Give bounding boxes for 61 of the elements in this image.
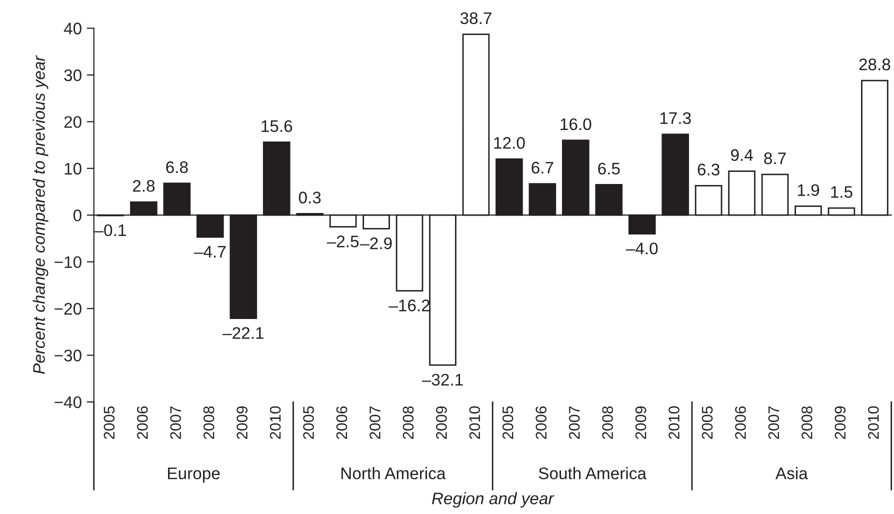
x-tick-label: 2010 [469, 406, 480, 439]
x-tick-label: 2008 [802, 406, 812, 439]
x-tick-label: 2008 [402, 406, 414, 439]
y-tick-label: 40 [64, 22, 82, 34]
data-label: 8.7 [764, 152, 786, 164]
data-label: 9.4 [730, 149, 753, 161]
text: Europe [168, 468, 220, 483]
data-label: 15.6 [262, 120, 292, 132]
x-tick-label: 2009 [834, 406, 846, 439]
data-label: 28.8 [859, 58, 890, 70]
y-tick-label: −30 [54, 350, 82, 362]
x-tick-label: 2006 [336, 406, 348, 439]
x-tick-label: 2007 [170, 406, 182, 439]
data-label: 6.7 [532, 162, 554, 174]
text: North America [341, 467, 446, 480]
x-tick-label: 2006 [735, 406, 746, 439]
data-label: 6.3 [698, 164, 720, 176]
data-label: 1.9 [798, 184, 820, 196]
data-label: –32.1 [422, 374, 463, 386]
y-tick-label: −10 [54, 256, 82, 268]
data-label: 0.3 [298, 192, 321, 204]
x-tick-label: 2009 [436, 406, 447, 439]
x-tick-label: 2008 [602, 406, 613, 439]
y-tick-label: 10 [64, 162, 82, 175]
x-tick-label: 2007 [568, 406, 580, 439]
x-tick-label: 2010 [668, 406, 680, 439]
x-axis-title: Region and year [432, 492, 554, 508]
y-tick-label: 20 [64, 116, 82, 128]
data-label: –2.9 [360, 237, 392, 250]
y-tick-label: −20 [54, 302, 82, 315]
data-label: 1.5 [831, 186, 852, 198]
x-tick-label: 2005 [303, 406, 314, 439]
x-tick-label: 2009 [635, 406, 646, 439]
x-tick-label: 2010 [868, 406, 879, 439]
data-label: –2.5 [326, 236, 359, 248]
text: South America [538, 467, 646, 480]
y-axis-title: Percent change compared to previous year [32, 55, 48, 374]
data-label: 2.8 [132, 180, 155, 192]
x-tick-label: 2006 [136, 406, 148, 439]
data-label: –4.7 [194, 246, 226, 258]
x-tick-label: 2006 [536, 406, 547, 439]
x-tick-label: 2005 [502, 406, 514, 439]
x-tick-label: 2009 [236, 406, 248, 439]
data-label: 16.0 [560, 118, 592, 130]
y-tick-label: 30 [64, 69, 82, 82]
data-label: 38.7 [460, 12, 492, 24]
data-label: –22.1 [222, 327, 264, 339]
x-tick-label: 2010 [270, 406, 281, 439]
data-label: 17.3 [660, 112, 691, 124]
x-tick-label: 2007 [768, 406, 780, 439]
data-label: 12.0 [494, 137, 525, 149]
data-label: –4.0 [626, 242, 658, 254]
data-label: 6.8 [166, 161, 188, 174]
text: Asia [775, 467, 808, 480]
x-tick-label: 2008 [203, 406, 214, 439]
x-tick-label: 2005 [104, 406, 115, 439]
x-tick-label: 2007 [370, 406, 380, 439]
y-tick-label: −40 [54, 396, 82, 408]
data-label: 6.5 [598, 162, 620, 175]
y-tick-label: 0 [73, 210, 82, 222]
x-tick-label: 2005 [702, 406, 713, 439]
